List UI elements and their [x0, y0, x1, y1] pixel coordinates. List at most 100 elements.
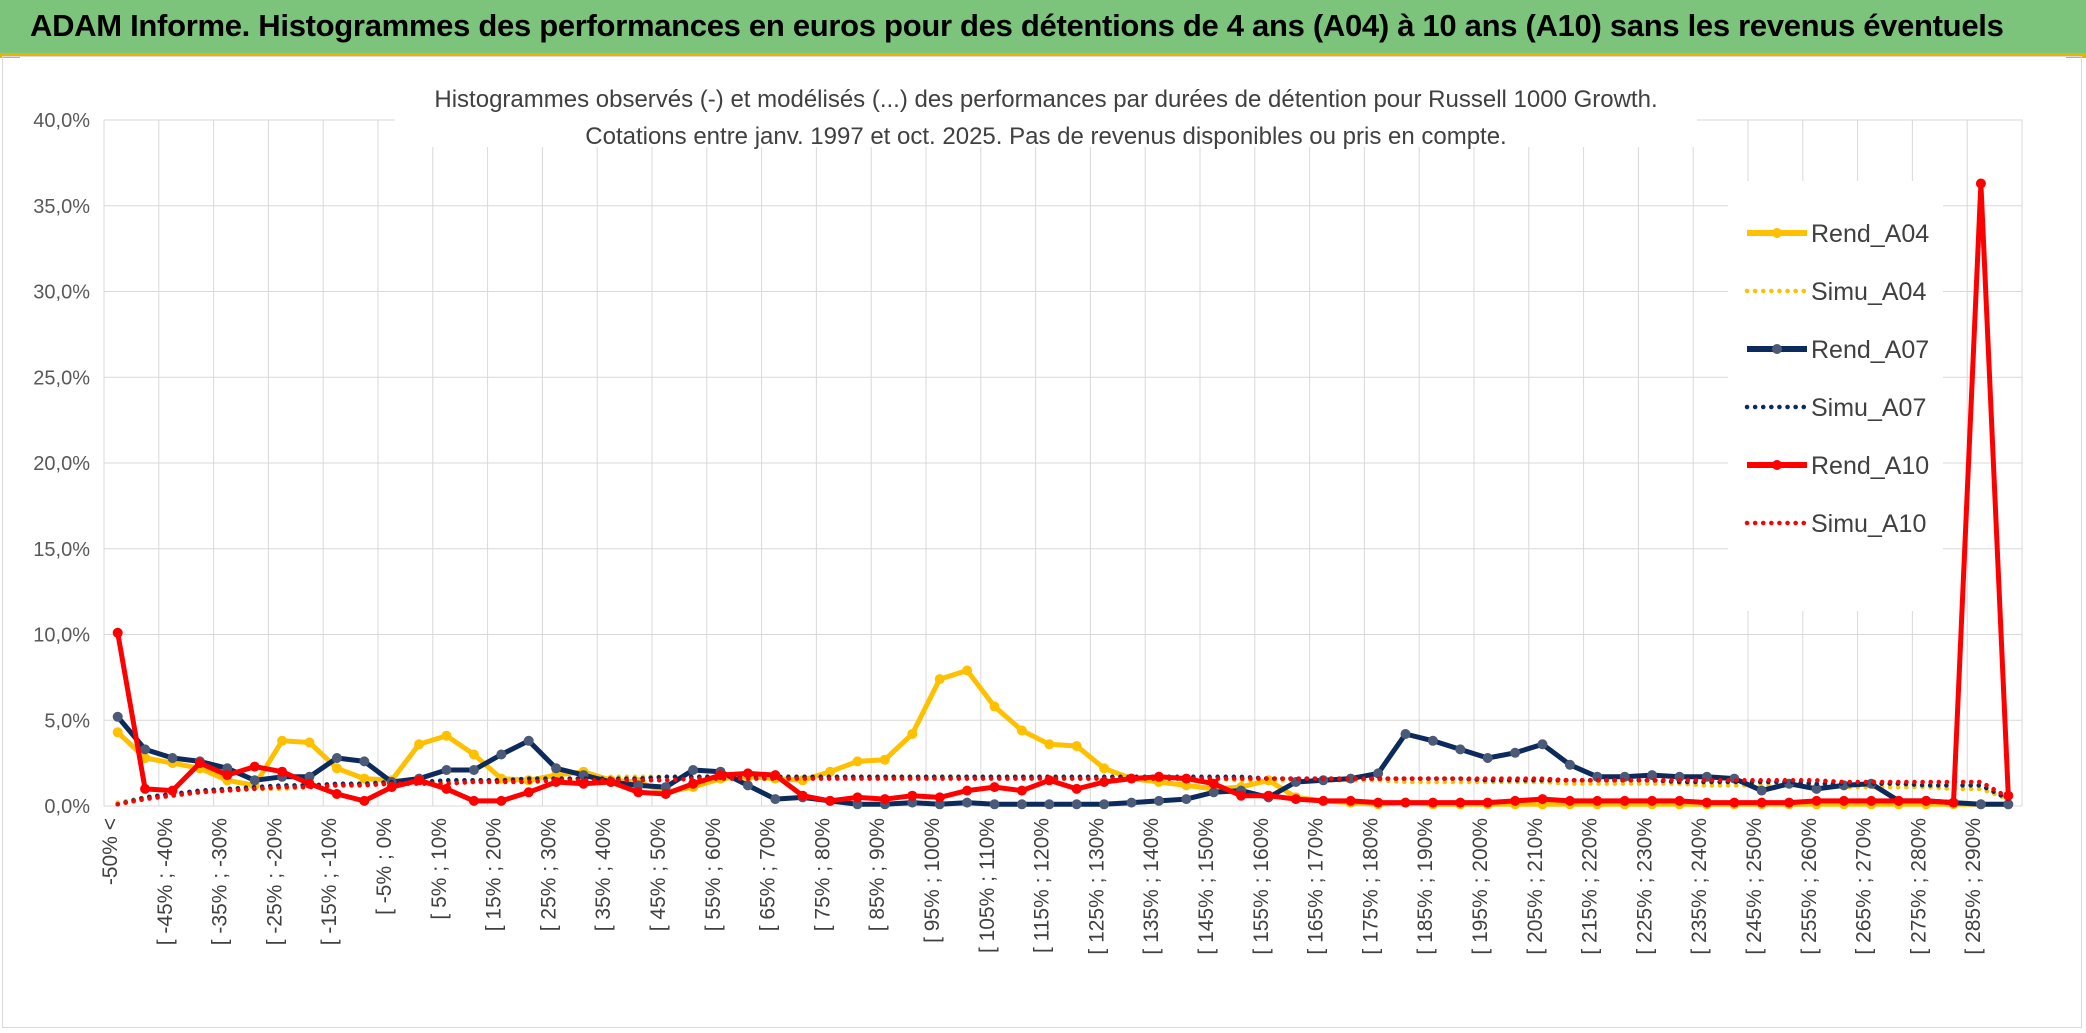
data-point-rend-a10 — [688, 778, 699, 789]
data-point-rend-a04 — [934, 674, 945, 685]
y-tick-label: 15,0% — [33, 539, 90, 561]
data-point-rend-a07 — [660, 782, 671, 793]
x-tick-label: [ -5% ; 0% — [373, 818, 396, 915]
data-point-rend-a07 — [1455, 744, 1466, 755]
data-point-rend-a07 — [359, 756, 370, 767]
data-point-rend-a10 — [331, 789, 342, 799]
x-tick-label: [ 275% ; 280% — [1907, 818, 1930, 955]
data-point-rend-a10 — [1345, 795, 1356, 806]
data-point-rend-a10 — [1811, 795, 1822, 806]
data-point-rend-a10 — [1263, 790, 1274, 801]
y-tick-label: 0,0% — [44, 796, 90, 818]
data-point-rend-a07 — [770, 794, 781, 805]
data-point-rend-a07 — [1153, 795, 1164, 806]
data-point-rend-a10 — [1948, 797, 1959, 808]
data-point-rend-a04 — [277, 735, 288, 746]
data-point-rend-a07 — [633, 780, 644, 791]
data-point-rend-a07 — [249, 775, 260, 786]
data-point-rend-a10 — [1674, 795, 1685, 806]
data-point-rend-a07 — [852, 799, 863, 810]
data-point-rend-a10 — [1921, 795, 1932, 806]
chart-subtitle: Cotations entre janv. 1997 et oct. 2025.… — [585, 123, 1506, 150]
x-tick-label: [ 185% ; 190% — [1414, 818, 1437, 955]
x-tick-label: [ 125% ; 130% — [1085, 818, 1108, 955]
data-point-rend-a10 — [1427, 797, 1438, 808]
data-point-rend-a07 — [1044, 799, 1055, 810]
data-point-rend-a07 — [1482, 753, 1493, 763]
x-tick-label: [ 115% ; 120% — [1031, 818, 1054, 953]
x-tick-label: [ 145% ; 150% — [1195, 818, 1218, 955]
data-point-rend-a07 — [1537, 739, 1548, 750]
data-point-rend-a10 — [1647, 795, 1658, 806]
data-point-rend-a10 — [1564, 795, 1575, 806]
y-tick-label: 20,0% — [33, 453, 90, 475]
corner-accent-left — [0, 53, 20, 58]
series-line-rend-a04 — [115, 668, 2009, 807]
x-tick-label: [ -15% ; -10% — [318, 818, 341, 945]
data-point-rend-a10 — [1701, 797, 1712, 808]
histogram-chart: Histogrammes observés (-) et modélisés (… — [33, 77, 2023, 955]
legend-background — [1728, 181, 1943, 611]
data-point-rend-a04 — [852, 756, 863, 767]
data-point-rend-a10 — [1537, 794, 1548, 805]
x-tick-label: -50% < — [99, 818, 122, 885]
x-tick-label: [ 195% ; 200% — [1469, 818, 1492, 955]
y-tick-label: 10,0% — [33, 625, 90, 647]
data-point-rend-a07 — [523, 735, 534, 746]
data-point-rend-a10 — [1290, 794, 1301, 805]
chart-title: Histogrammes observés (-) et modélisés (… — [434, 86, 1657, 113]
x-tick-label: [ 75% ; 80% — [811, 818, 834, 931]
x-tick-label: [ -25% ; -20% — [263, 818, 286, 945]
x-tick-label: [ 25% ; 30% — [537, 818, 560, 931]
legend-label-simu-a04: Simu_A04 — [1811, 278, 1926, 306]
legend-marker-rend-a04 — [1772, 228, 1782, 238]
y-tick-label: 5,0% — [44, 710, 90, 732]
x-tick-label: [ 235% ; 240% — [1688, 818, 1711, 955]
legend-label-rend-a07: Rend_A07 — [1811, 336, 1929, 364]
data-point-rend-a07 — [551, 763, 562, 774]
data-point-rend-a10 — [1126, 773, 1137, 784]
data-point-rend-a07 — [989, 799, 1000, 810]
data-point-rend-a07 — [1345, 773, 1356, 784]
data-point-rend-a07 — [1373, 768, 1384, 779]
data-point-rend-a04 — [1099, 763, 1110, 774]
x-tick-label: [ 45% ; 50% — [647, 818, 670, 931]
data-point-rend-a04 — [962, 665, 973, 676]
x-tick-label: [ 255% ; 260% — [1798, 818, 1821, 955]
data-point-rend-a10 — [249, 761, 260, 772]
data-point-rend-a10 — [1756, 797, 1767, 808]
data-point-rend-a07 — [496, 749, 507, 760]
data-point-rend-a10 — [112, 627, 123, 638]
data-point-rend-a07 — [112, 711, 123, 722]
data-point-rend-a07 — [1674, 771, 1685, 782]
series-line-rend-a10 — [115, 181, 2011, 806]
x-tick-label: [ -45% ; -40% — [154, 818, 177, 945]
data-point-rend-a10 — [962, 785, 973, 796]
data-point-rend-a10 — [907, 790, 918, 801]
data-point-rend-a07 — [1564, 759, 1575, 770]
banner-title: ADAM Informe. Histogrammes des performan… — [30, 8, 2004, 43]
data-point-rend-a10 — [1510, 795, 1521, 806]
data-point-rend-a04 — [112, 727, 123, 738]
data-point-rend-a04 — [331, 763, 342, 774]
data-point-rend-a10 — [825, 795, 836, 806]
data-point-rend-a07 — [1756, 785, 1767, 796]
data-point-rend-a07 — [468, 765, 479, 775]
data-point-rend-a07 — [1126, 797, 1137, 808]
data-point-rend-a10 — [468, 795, 479, 806]
data-point-rend-a07 — [688, 765, 699, 775]
title-banner: ADAM Informe. Histogrammes des performan… — [0, 0, 2086, 56]
x-tick-label: [ 85% ; 90% — [866, 818, 889, 931]
data-point-rend-a07 — [1071, 799, 1082, 810]
data-point-rend-a10 — [797, 790, 808, 801]
legend-label-simu-a07: Simu_A07 — [1811, 394, 1926, 422]
x-tick-label: [ 165% ; 170% — [1305, 818, 1328, 955]
axes: 0,0% 5,0% 10,0% 15,0% 20,0% 25,0% 30,0% 35,0% 40… — [33, 110, 1985, 955]
data-point-rend-a10 — [1071, 783, 1082, 794]
data-point-rend-a10 — [277, 766, 288, 777]
data-point-rend-a07 — [2003, 799, 2014, 810]
data-point-rend-a10 — [852, 792, 863, 803]
chart-titles: Histogrammes observés (-) et modélisés (… — [395, 77, 1697, 150]
data-point-rend-a10 — [1838, 795, 1849, 806]
data-point-rend-a04 — [441, 730, 452, 741]
